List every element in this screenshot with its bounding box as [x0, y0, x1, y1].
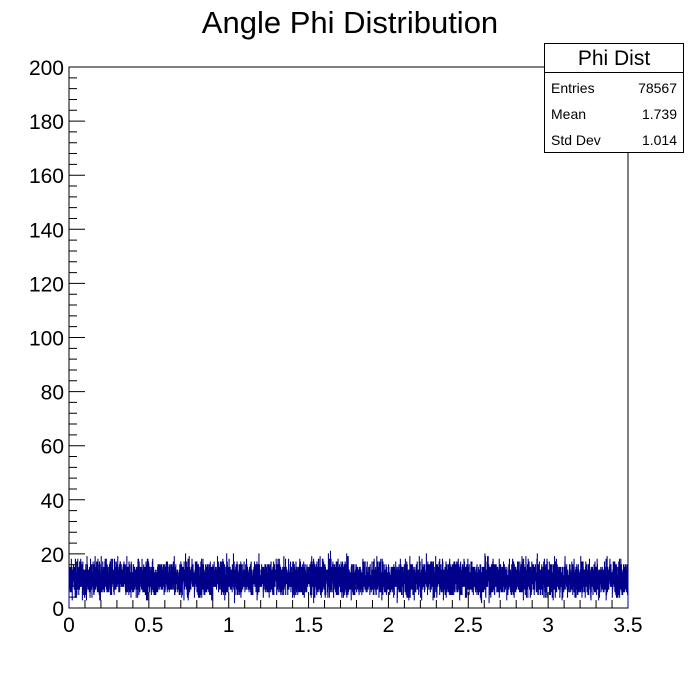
y-tick-label: 80: [41, 382, 64, 405]
stats-label: Entries: [551, 80, 595, 96]
x-tick-label: 3: [542, 614, 554, 637]
chart-title: Angle Phi Distribution: [202, 5, 498, 40]
stats-value: 1.014: [641, 132, 677, 148]
y-tick-label: 120: [29, 273, 64, 296]
y-tick-label: 100: [29, 328, 64, 351]
y-tick-label: 60: [41, 436, 64, 459]
stats-row-stddev: Std Dev 1.014: [545, 125, 683, 151]
y-tick-label: 20: [41, 544, 64, 567]
y-tick-label: 0: [52, 598, 64, 621]
stats-label: Std Dev: [551, 132, 601, 148]
stats-title: Phi Dist: [545, 44, 683, 73]
x-axis-tick-labels: 0 0.5 1 1.5 2 2.5 3 3.5: [63, 614, 642, 637]
y-tick-label: 180: [29, 111, 64, 134]
histogram-line: [68, 550, 629, 608]
x-tick-label: 0: [63, 614, 75, 637]
x-tick-label: 2.5: [454, 614, 483, 637]
stats-value: 1.739: [641, 106, 677, 122]
stats-box: Phi Dist Entries 78567 Mean 1.739 Std De…: [544, 43, 684, 153]
stats-value: 78567: [638, 80, 677, 96]
x-tick-label: 2: [383, 614, 395, 637]
y-tick-label: 200: [29, 57, 64, 80]
x-tick-label: 3.5: [613, 614, 642, 637]
x-tick-label: 1.5: [294, 614, 323, 637]
y-tick-label: 140: [29, 219, 64, 242]
x-tick-label: 0.5: [134, 614, 163, 637]
y-tick-label: 40: [41, 490, 64, 513]
stats-row-mean: Mean 1.739: [545, 99, 683, 125]
stats-row-entries: Entries 78567: [545, 73, 683, 99]
histogram-series: [68, 550, 629, 608]
stats-label: Mean: [551, 106, 587, 122]
y-axis-tick-labels: 0 20 40 60 80 100 120 140 160 180 200: [29, 57, 64, 621]
x-tick-label: 1: [223, 614, 235, 637]
y-tick-label: 160: [29, 165, 64, 188]
